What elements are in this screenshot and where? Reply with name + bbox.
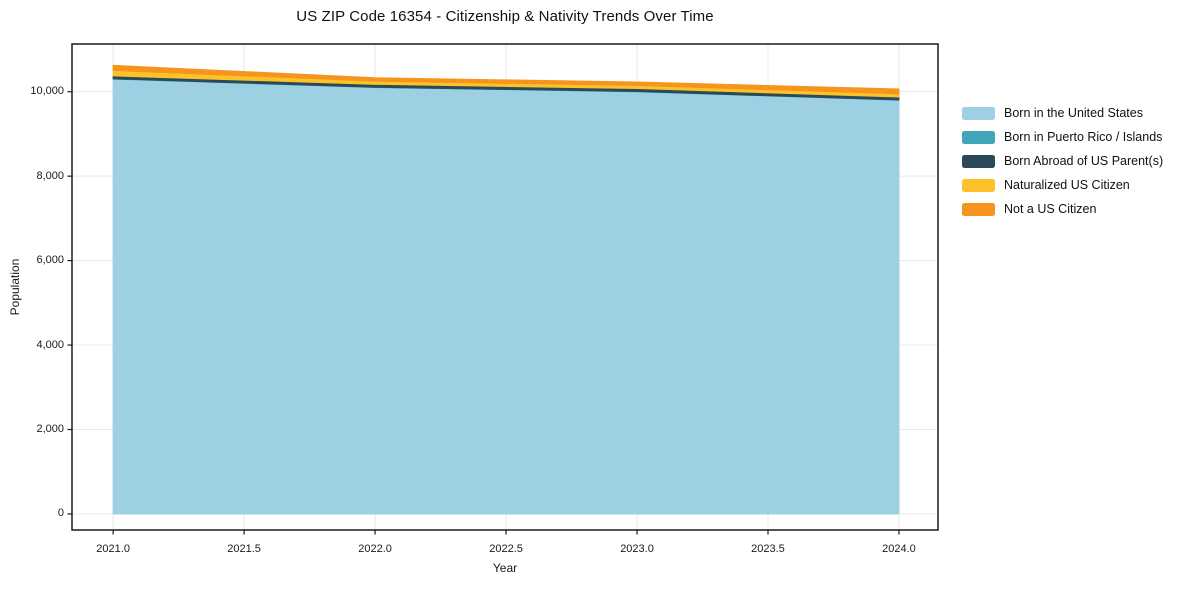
legend-swatch-icon	[962, 178, 995, 192]
y-tick-label: 4,000	[36, 338, 64, 351]
y-tick-label: 2,000	[36, 423, 64, 435]
legend-swatch-icon	[962, 130, 995, 144]
area-series-5	[112, 64, 900, 95]
x-axis-label: Year	[492, 561, 518, 575]
y-axis-label: Population	[8, 258, 22, 316]
legend-item: Naturalized US Citizen	[962, 173, 1163, 197]
x-tick-label: 2021.0	[96, 543, 130, 555]
chart-title: US ZIP Code 16354 - Citizenship & Nativi…	[296, 8, 714, 25]
legend-label: Not a US Citizen	[1004, 202, 1097, 216]
x-tick-label: 2022.0	[358, 543, 392, 555]
area-series-1	[112, 78, 900, 515]
legend-item: Born Abroad of US Parent(s)	[962, 149, 1163, 173]
y-tick-label: 10,000	[30, 85, 64, 98]
plot-frame	[71, 43, 939, 531]
y-tick-label: 6,000	[36, 254, 64, 267]
x-tick-label: 2022.5	[489, 543, 523, 555]
x-tick-label: 2023.5	[751, 543, 785, 555]
legend-swatch-icon	[962, 154, 995, 168]
y-tick-label: 8,000	[36, 169, 64, 182]
legend: Born in the United States Born in Puerto …	[962, 101, 1163, 221]
legend-label: Naturalized US Citizen	[1004, 178, 1130, 192]
legend-label: Born Abroad of US Parent(s)	[1004, 154, 1164, 168]
x-tick-label: 2024.0	[882, 543, 916, 555]
x-tick-label: 2023.0	[620, 543, 654, 555]
legend-item: Not a US Citizen	[962, 197, 1163, 221]
legend-label: Born in the United States	[1004, 106, 1143, 120]
y-tick-label: 0	[57, 507, 64, 520]
x-tick-label: 2021.5	[227, 543, 261, 555]
legend-swatch-icon	[962, 202, 995, 216]
legend-item: Born in the United States	[962, 101, 1163, 125]
legend-label: Born in Puerto Rico / Islands	[1004, 130, 1163, 144]
legend-swatch-icon	[962, 106, 995, 120]
legend-item: Born in Puerto Rico / Islands	[962, 125, 1163, 149]
